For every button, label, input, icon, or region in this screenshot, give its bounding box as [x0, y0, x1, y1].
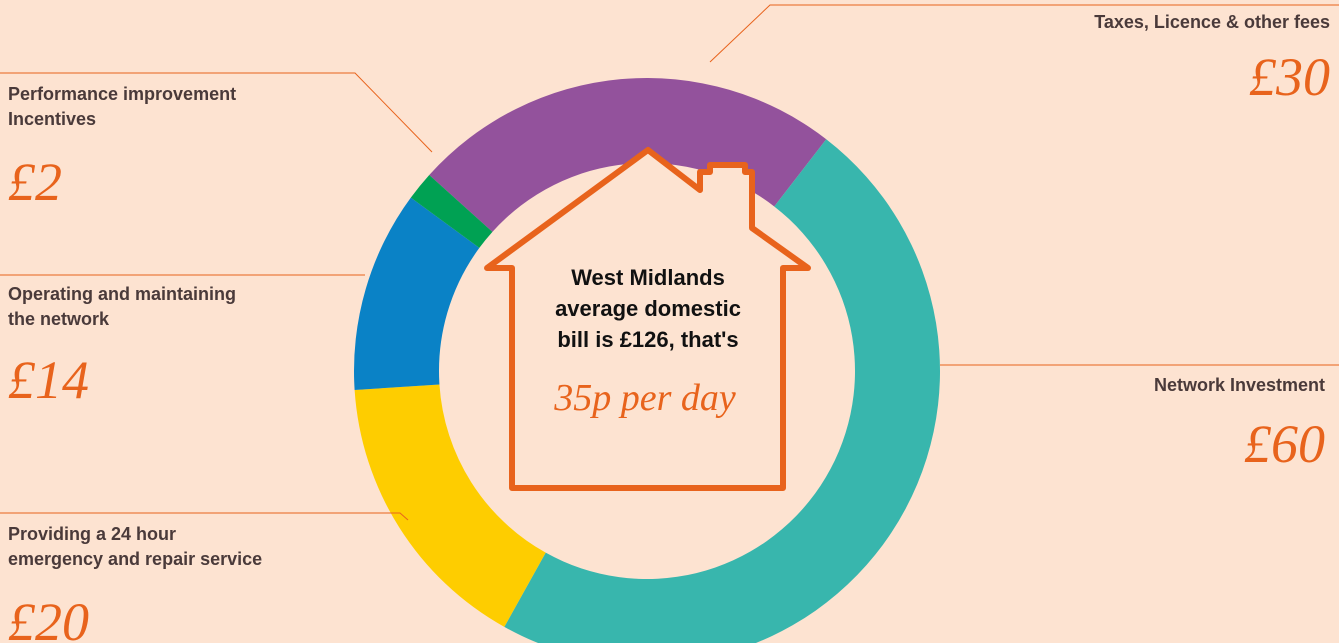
- category-label: Incentives: [8, 109, 96, 129]
- category-label: emergency and repair service: [8, 549, 262, 569]
- center-text: average domestic: [555, 296, 741, 321]
- donut-slice: [410, 174, 493, 248]
- donut-slice: [354, 197, 480, 390]
- center-text: West Midlands: [571, 265, 725, 290]
- leader-line: [709, 4, 1339, 63]
- center-highlight: 35p per day: [553, 377, 736, 419]
- house-outline: [484, 147, 811, 491]
- center-text: bill is £126, that's: [557, 327, 738, 352]
- category-label: Network Investment: [1154, 375, 1325, 395]
- leader-line: [0, 72, 433, 153]
- labels: Taxes, Licence & other fees £30 Network In…: [8, 12, 1330, 643]
- leader-lines: [0, 4, 1339, 521]
- category-label: Operating and maintaining: [8, 284, 236, 304]
- category-label: Providing a 24 hour: [8, 524, 176, 544]
- donut-slice: [504, 139, 940, 643]
- value-label: £20: [8, 592, 89, 643]
- value-label: £60: [1244, 414, 1325, 474]
- ring: [354, 78, 940, 643]
- leader-line: [0, 512, 409, 521]
- category-label: Taxes, Licence & other fees: [1094, 12, 1330, 32]
- value-label: £30: [1249, 47, 1330, 107]
- category-label: Performance improvement: [8, 84, 236, 104]
- donut-slice: [354, 384, 546, 627]
- value-label: £14: [8, 350, 89, 410]
- category-label: the network: [8, 309, 110, 329]
- donut-slice: [429, 78, 827, 232]
- value-label: £2: [8, 152, 62, 212]
